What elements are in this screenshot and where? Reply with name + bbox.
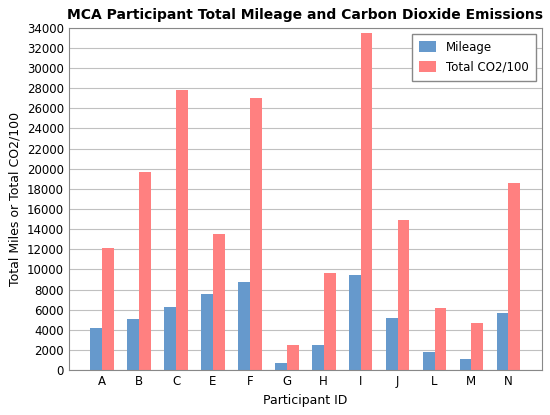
Legend: Mileage, Total CO2/100: Mileage, Total CO2/100 [412,34,536,81]
X-axis label: Participant ID: Participant ID [263,394,348,407]
Bar [201,294,213,370]
Bar [423,352,434,370]
Bar [90,328,102,370]
Bar [324,273,336,370]
Bar [238,282,250,370]
Bar [471,323,483,370]
Bar [460,359,471,370]
Bar [102,248,114,370]
Bar [434,308,447,370]
Bar [287,345,299,370]
Title: MCA Participant Total Mileage and Carbon Dioxide Emissions: MCA Participant Total Mileage and Carbon… [67,8,543,22]
Bar [139,172,151,370]
Bar [349,275,361,370]
Bar [361,33,372,370]
Bar [398,220,409,370]
Y-axis label: Total Miles or Total CO2/100: Total Miles or Total CO2/100 [8,112,21,286]
Bar [275,363,287,370]
Bar [213,234,225,370]
Bar [127,319,139,370]
Bar [250,98,262,370]
Bar [176,90,188,370]
Bar [508,183,520,370]
Bar [497,313,508,370]
Bar [312,345,324,370]
Bar [386,318,398,370]
Bar [164,307,176,370]
